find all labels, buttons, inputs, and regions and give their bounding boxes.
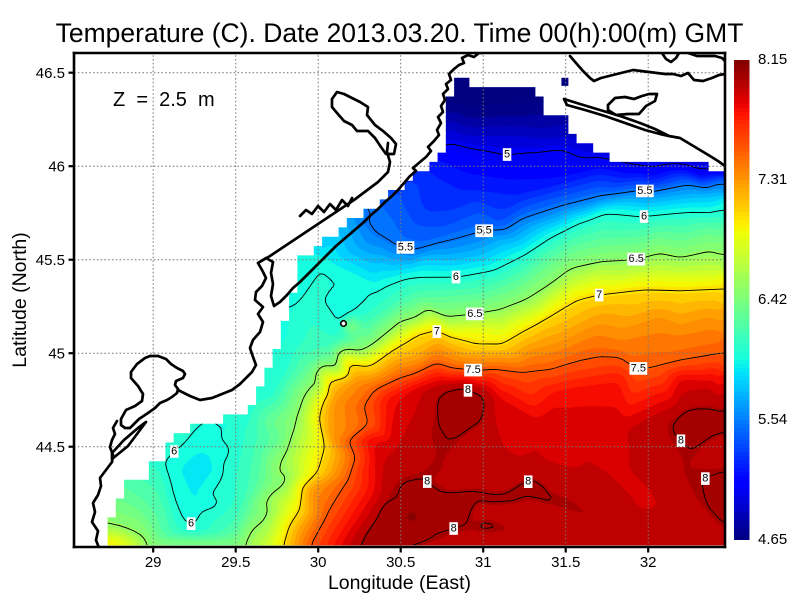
svg-text:6: 6	[453, 271, 459, 283]
svg-text:6.5: 6.5	[467, 308, 482, 320]
svg-text:8: 8	[525, 476, 531, 488]
svg-text:29.5: 29.5	[221, 554, 250, 571]
svg-text:6.42: 6.42	[758, 291, 787, 308]
svg-text:6.5: 6.5	[629, 253, 644, 265]
svg-text:8: 8	[451, 522, 457, 534]
svg-text:5.5: 5.5	[476, 225, 491, 237]
svg-text:4.65: 4.65	[758, 531, 787, 548]
svg-text:8: 8	[424, 475, 430, 487]
svg-text:31.5: 31.5	[551, 554, 580, 571]
svg-text:30: 30	[310, 554, 327, 571]
svg-text:7: 7	[434, 325, 440, 337]
svg-text:5.5: 5.5	[398, 241, 413, 253]
svg-text:29: 29	[145, 554, 162, 571]
svg-text:45: 45	[48, 346, 65, 363]
svg-text:Temperature (C). Date 2013.03.: Temperature (C). Date 2013.03.20. Time 0…	[56, 18, 744, 48]
svg-text:46: 46	[48, 159, 65, 176]
svg-text:6: 6	[188, 517, 194, 529]
svg-text:44.5: 44.5	[36, 439, 65, 456]
svg-text:8: 8	[465, 384, 471, 396]
svg-text:8.15: 8.15	[758, 51, 787, 68]
svg-text:5: 5	[504, 148, 510, 160]
svg-text:7.5: 7.5	[465, 364, 480, 376]
svg-text:Z = 2.5 m: Z = 2.5 m	[113, 89, 215, 111]
svg-text:7.31: 7.31	[758, 171, 787, 188]
svg-text:7: 7	[596, 289, 602, 301]
svg-text:Latitude (North): Latitude (North)	[9, 232, 31, 367]
svg-text:6: 6	[171, 445, 177, 457]
svg-text:6: 6	[641, 210, 647, 222]
svg-text:8: 8	[702, 472, 708, 484]
svg-text:8: 8	[678, 435, 684, 447]
svg-text:5.54: 5.54	[758, 411, 787, 428]
svg-text:31: 31	[475, 554, 492, 571]
svg-text:30.5: 30.5	[386, 554, 415, 571]
svg-text:5.5: 5.5	[637, 185, 652, 197]
svg-text:45.5: 45.5	[36, 252, 65, 269]
svg-text:7.5: 7.5	[631, 362, 646, 374]
svg-text:Longitude (East): Longitude (East)	[328, 572, 471, 594]
svg-text:32: 32	[640, 554, 657, 571]
svg-text:46.5: 46.5	[36, 65, 65, 82]
